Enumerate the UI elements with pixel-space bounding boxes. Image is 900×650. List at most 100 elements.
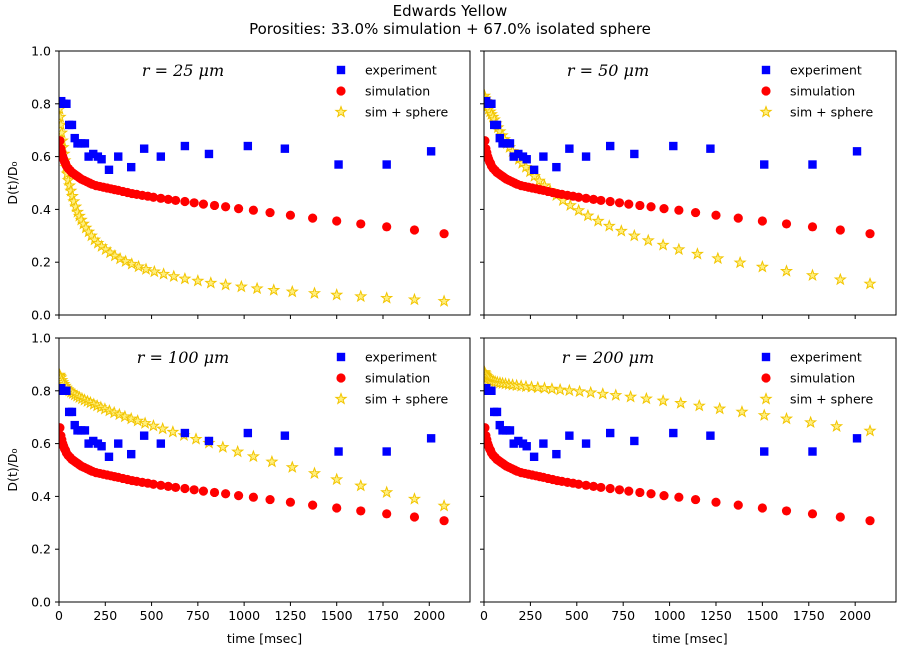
legend-marker xyxy=(334,105,348,118)
experiment-point xyxy=(84,439,93,448)
sim-sphere-point xyxy=(779,411,794,425)
sim-sphere-point xyxy=(563,198,577,212)
sim-sphere-point xyxy=(178,271,192,285)
sim-sphere-point xyxy=(219,278,233,291)
experiment-point xyxy=(760,160,769,169)
simulation-point xyxy=(484,136,490,146)
experiment-point xyxy=(522,442,531,451)
simulation-point xyxy=(439,516,449,526)
simulation-point xyxy=(332,216,342,226)
x-tick-label: 0 xyxy=(480,608,488,623)
experiment-point xyxy=(505,426,515,435)
sim-sphere-point xyxy=(602,219,616,232)
experiment-point xyxy=(509,152,518,161)
sim-sphere-point xyxy=(624,389,638,403)
experiment-point xyxy=(565,144,574,153)
experiment-point xyxy=(334,160,343,169)
legend-entry: simulation xyxy=(365,84,430,99)
x-tick-label: 250 xyxy=(93,608,117,623)
x-tick-label: 0 xyxy=(55,608,63,623)
legend: experiment simulation sim + sphere xyxy=(334,350,449,407)
sim-sphere-point xyxy=(265,454,279,468)
simulation-point xyxy=(409,512,420,522)
y-tick-label: 0.6 xyxy=(31,149,51,164)
simulation-point xyxy=(588,194,599,204)
series-experiment xyxy=(484,383,862,461)
sim-sphere-point xyxy=(805,268,820,281)
experiment-point xyxy=(529,165,539,174)
simulation-point xyxy=(198,199,209,209)
simulation-point xyxy=(635,487,645,498)
sim-sphere-point xyxy=(112,407,126,421)
sim-sphere-point xyxy=(189,432,203,445)
sim-sphere-point xyxy=(641,233,655,247)
simulation-point xyxy=(148,479,159,489)
x-tick-label: 1500 xyxy=(746,608,778,623)
sim-sphere-point xyxy=(532,174,546,187)
sim-sphere-point xyxy=(285,284,299,298)
axes-frame xyxy=(58,337,471,603)
experiment-point xyxy=(552,449,561,459)
simulation-point xyxy=(171,482,181,493)
experiment-point xyxy=(80,426,90,435)
simulation-point xyxy=(781,506,792,516)
sim-sphere-point xyxy=(204,276,218,289)
sim-sphere-point xyxy=(757,408,771,421)
simulation-point xyxy=(733,213,743,223)
x-tick-label: 1500 xyxy=(321,608,353,623)
simulation-point xyxy=(635,200,645,211)
experiment-point xyxy=(539,439,548,448)
experiment-point xyxy=(62,99,71,108)
sim-sphere-point xyxy=(713,401,727,415)
experiment-point xyxy=(808,160,817,169)
experiment-point xyxy=(139,144,149,153)
series-simulation xyxy=(484,423,875,526)
experiment-point xyxy=(89,149,98,159)
simulation-point xyxy=(596,195,606,206)
sim-sphere-point xyxy=(690,247,704,260)
simulation-point xyxy=(711,210,721,220)
simulation-point xyxy=(233,204,244,214)
simulation-point xyxy=(484,423,490,433)
legend-entry: experiment xyxy=(365,63,437,78)
legend-entry: sim + sphere xyxy=(790,105,874,120)
sim-sphere-point xyxy=(863,424,877,437)
legend-marker xyxy=(761,352,771,362)
simulation-point xyxy=(614,485,625,495)
plot-points xyxy=(59,96,451,307)
experiment-point xyxy=(334,447,343,456)
sim-sphere-point xyxy=(118,409,132,423)
sim-sphere-point xyxy=(250,281,264,295)
sim-sphere-point xyxy=(779,264,794,277)
simulation-point xyxy=(574,192,584,202)
sim-sphere-point xyxy=(234,279,248,293)
simulation-point xyxy=(156,480,166,490)
legend-marker xyxy=(336,352,346,362)
simulation-point xyxy=(659,491,669,501)
experiment-point xyxy=(156,152,166,161)
sim-sphere-point xyxy=(562,383,576,397)
simulation-point xyxy=(248,205,258,215)
experiment-point xyxy=(97,442,106,451)
legend-marker xyxy=(761,373,771,383)
experiment-point xyxy=(605,428,615,438)
experiment-point xyxy=(104,165,114,174)
y-tick-label: 0.0 xyxy=(31,595,51,610)
figure-title: Edwards Yellow xyxy=(393,2,508,20)
experiment-point xyxy=(706,431,715,440)
sim-sphere-point xyxy=(191,274,205,287)
legend-entry: experiment xyxy=(365,350,437,365)
y-tick-label: 0.2 xyxy=(31,255,51,270)
experiment-point xyxy=(487,386,496,395)
sim-sphere-point xyxy=(146,419,160,432)
simulation-point xyxy=(332,503,342,513)
simulation-point xyxy=(646,489,656,499)
series-simulation xyxy=(59,423,449,526)
experiment-point xyxy=(565,431,574,440)
legend-marker xyxy=(336,65,346,75)
sim-sphere-point xyxy=(833,272,847,286)
simulation-point xyxy=(171,195,181,206)
experiment-point xyxy=(80,139,90,148)
legend-marker xyxy=(761,65,771,75)
